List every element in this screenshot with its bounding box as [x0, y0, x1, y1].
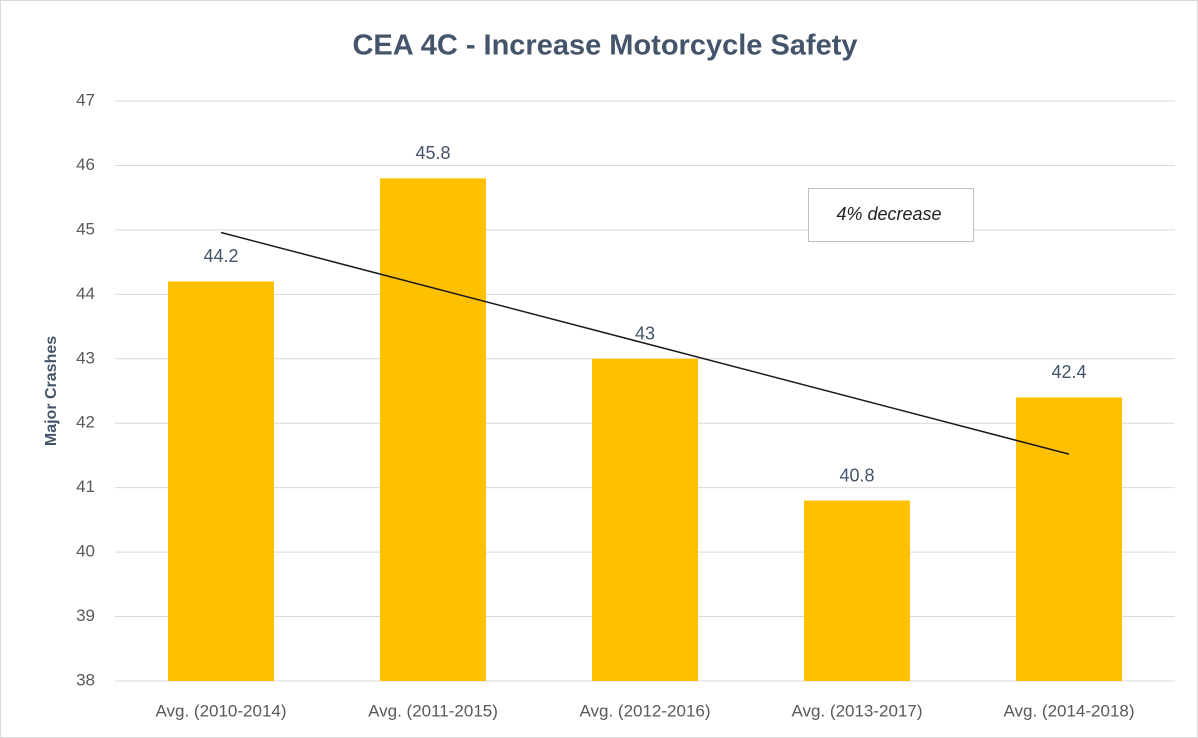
bar [168, 281, 274, 681]
x-tick-label: Avg. (2014-2018) [1003, 701, 1134, 720]
bar [804, 500, 910, 681]
x-tick-label: Avg. (2010-2014) [155, 701, 286, 720]
bar [592, 358, 698, 681]
annotation: 4% decrease [836, 204, 941, 224]
data-label: 44.2 [203, 246, 238, 266]
x-tick-label: Avg. (2011-2015) [368, 701, 498, 720]
data-label: 43 [635, 324, 655, 344]
data-label: 42.4 [1051, 362, 1086, 382]
chart-title: CEA 4C - Increase Motorcycle Safety [352, 30, 857, 62]
y-tick-label: 43 [76, 348, 95, 367]
y-tick-label: 44 [76, 284, 95, 303]
y-tick-label: 42 [76, 413, 95, 432]
bar [1016, 397, 1122, 681]
y-tick-label: 38 [76, 670, 95, 689]
y-tick-label: 47 [76, 90, 95, 109]
y-tick-label: 45 [76, 219, 95, 238]
data-label: 45.8 [415, 143, 450, 163]
annotation-box [808, 188, 974, 242]
x-tick-label: Avg. (2013-2017) [791, 701, 922, 720]
data-label: 40.8 [839, 465, 874, 485]
x-tick-label: Avg. (2012-2016) [579, 701, 710, 720]
y-tick-label: 39 [76, 606, 95, 625]
y-tick-label: 40 [76, 542, 95, 561]
bar [380, 178, 486, 682]
y-tick-label: 46 [76, 155, 95, 174]
y-axis-title: Major Crashes [43, 336, 60, 446]
y-tick-label: 41 [76, 477, 95, 496]
trendline [220, 231, 1070, 455]
